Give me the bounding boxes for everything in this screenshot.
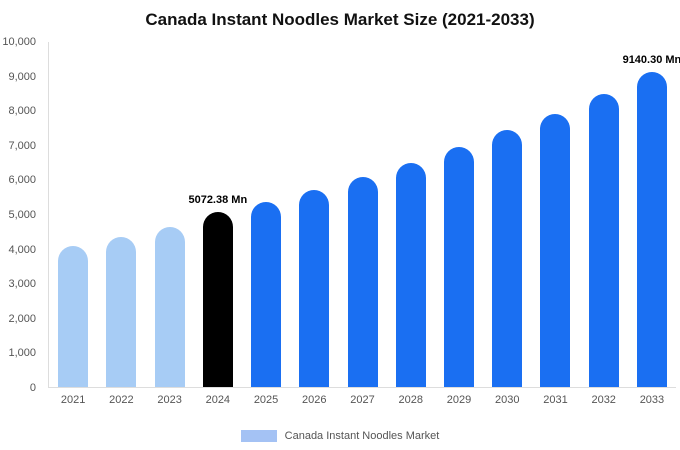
bar-column-2027: 2027	[338, 42, 386, 406]
bar-column-2026: 2026	[290, 42, 338, 406]
bar-2022	[106, 236, 137, 387]
x-tick-label: 2023	[157, 394, 182, 406]
y-tick-label: 7,000	[8, 139, 36, 152]
x-tick-label: 2021	[60, 394, 86, 406]
bar-column-2032: 2032	[580, 42, 628, 406]
x-tick-label: 2026	[302, 394, 327, 406]
y-tick-label: 6,000	[8, 174, 36, 187]
plot-area: 0 1,000 2,000 3,000 4,000 5,000 6,000 7,000 8,00…	[2, 36, 680, 406]
x-tick-label: 2032	[591, 394, 616, 406]
bars-area: 2021 2022 2023 2024 5072.38 Mn 2025 2026 2027 20…	[48, 42, 680, 406]
x-tick-label: 2027	[350, 394, 375, 406]
bar-column-2025: 2025	[242, 42, 290, 406]
x-tick-label: 2022	[109, 394, 134, 406]
bar-2030	[492, 129, 523, 387]
x-tick-label: 2024	[205, 394, 231, 406]
y-axis: 0 1,000 2,000 3,000 4,000 5,000 6,000 7,000 8,00…	[0, 36, 42, 394]
bar-column-2030: 2030	[483, 42, 531, 406]
bar-2033	[636, 71, 667, 387]
x-tick-label: 2025	[253, 394, 279, 406]
y-tick-label: 3,000	[8, 278, 36, 291]
bar-column-2031: 2031	[531, 42, 579, 406]
bar-column-2029: 2029	[435, 42, 483, 406]
y-tick-label: 9,000	[8, 70, 36, 83]
legend: Canada Instant Noodles Market	[0, 430, 680, 442]
bar-2024	[202, 212, 233, 387]
bar-column-2033: 2033 9140.30 Mn	[623, 42, 680, 406]
y-tick-label: 4,000	[8, 243, 36, 256]
bar-2023	[154, 226, 185, 387]
legend-label: Canada Instant Noodles Market	[284, 430, 440, 442]
y-tick-label: 2,000	[8, 312, 36, 325]
bar-2032	[588, 93, 619, 387]
y-tick-label: 1,000	[8, 347, 36, 360]
y-tick-label: 8,000	[8, 105, 36, 118]
bar-2025	[251, 202, 282, 387]
bar-2028	[395, 162, 426, 387]
chart-title: Canada Instant Noodles Market Size (2021…	[145, 10, 535, 29]
y-tick-label: 10,000	[2, 36, 36, 48]
x-tick-label: 2028	[398, 394, 423, 406]
bar-2026	[299, 190, 330, 387]
bar-column-2028: 2028	[387, 42, 435, 406]
legend-swatch	[240, 430, 277, 442]
bar-2031	[540, 114, 571, 387]
bar-column-2022: 2022	[97, 42, 145, 406]
bar-column-2023: 2023	[145, 42, 193, 406]
x-tick-label: 2030	[494, 394, 520, 406]
x-tick-label: 2033	[639, 394, 665, 406]
bar-column-2024: 2024 5072.38 Mn	[188, 42, 247, 406]
bar-column-2021: 2021	[49, 42, 97, 406]
bar-2027	[347, 176, 378, 387]
data-label-2024: 5072.38 Mn	[188, 194, 248, 207]
bar-2021	[58, 245, 89, 387]
x-tick-label: 2029	[446, 394, 472, 406]
data-label-2033: 9140.30 Mn	[622, 53, 680, 66]
x-tick-label: 2031	[543, 394, 568, 406]
bar-2029	[443, 147, 474, 387]
y-tick-label: 0	[29, 382, 36, 394]
y-tick-label: 5,000	[8, 209, 36, 221]
